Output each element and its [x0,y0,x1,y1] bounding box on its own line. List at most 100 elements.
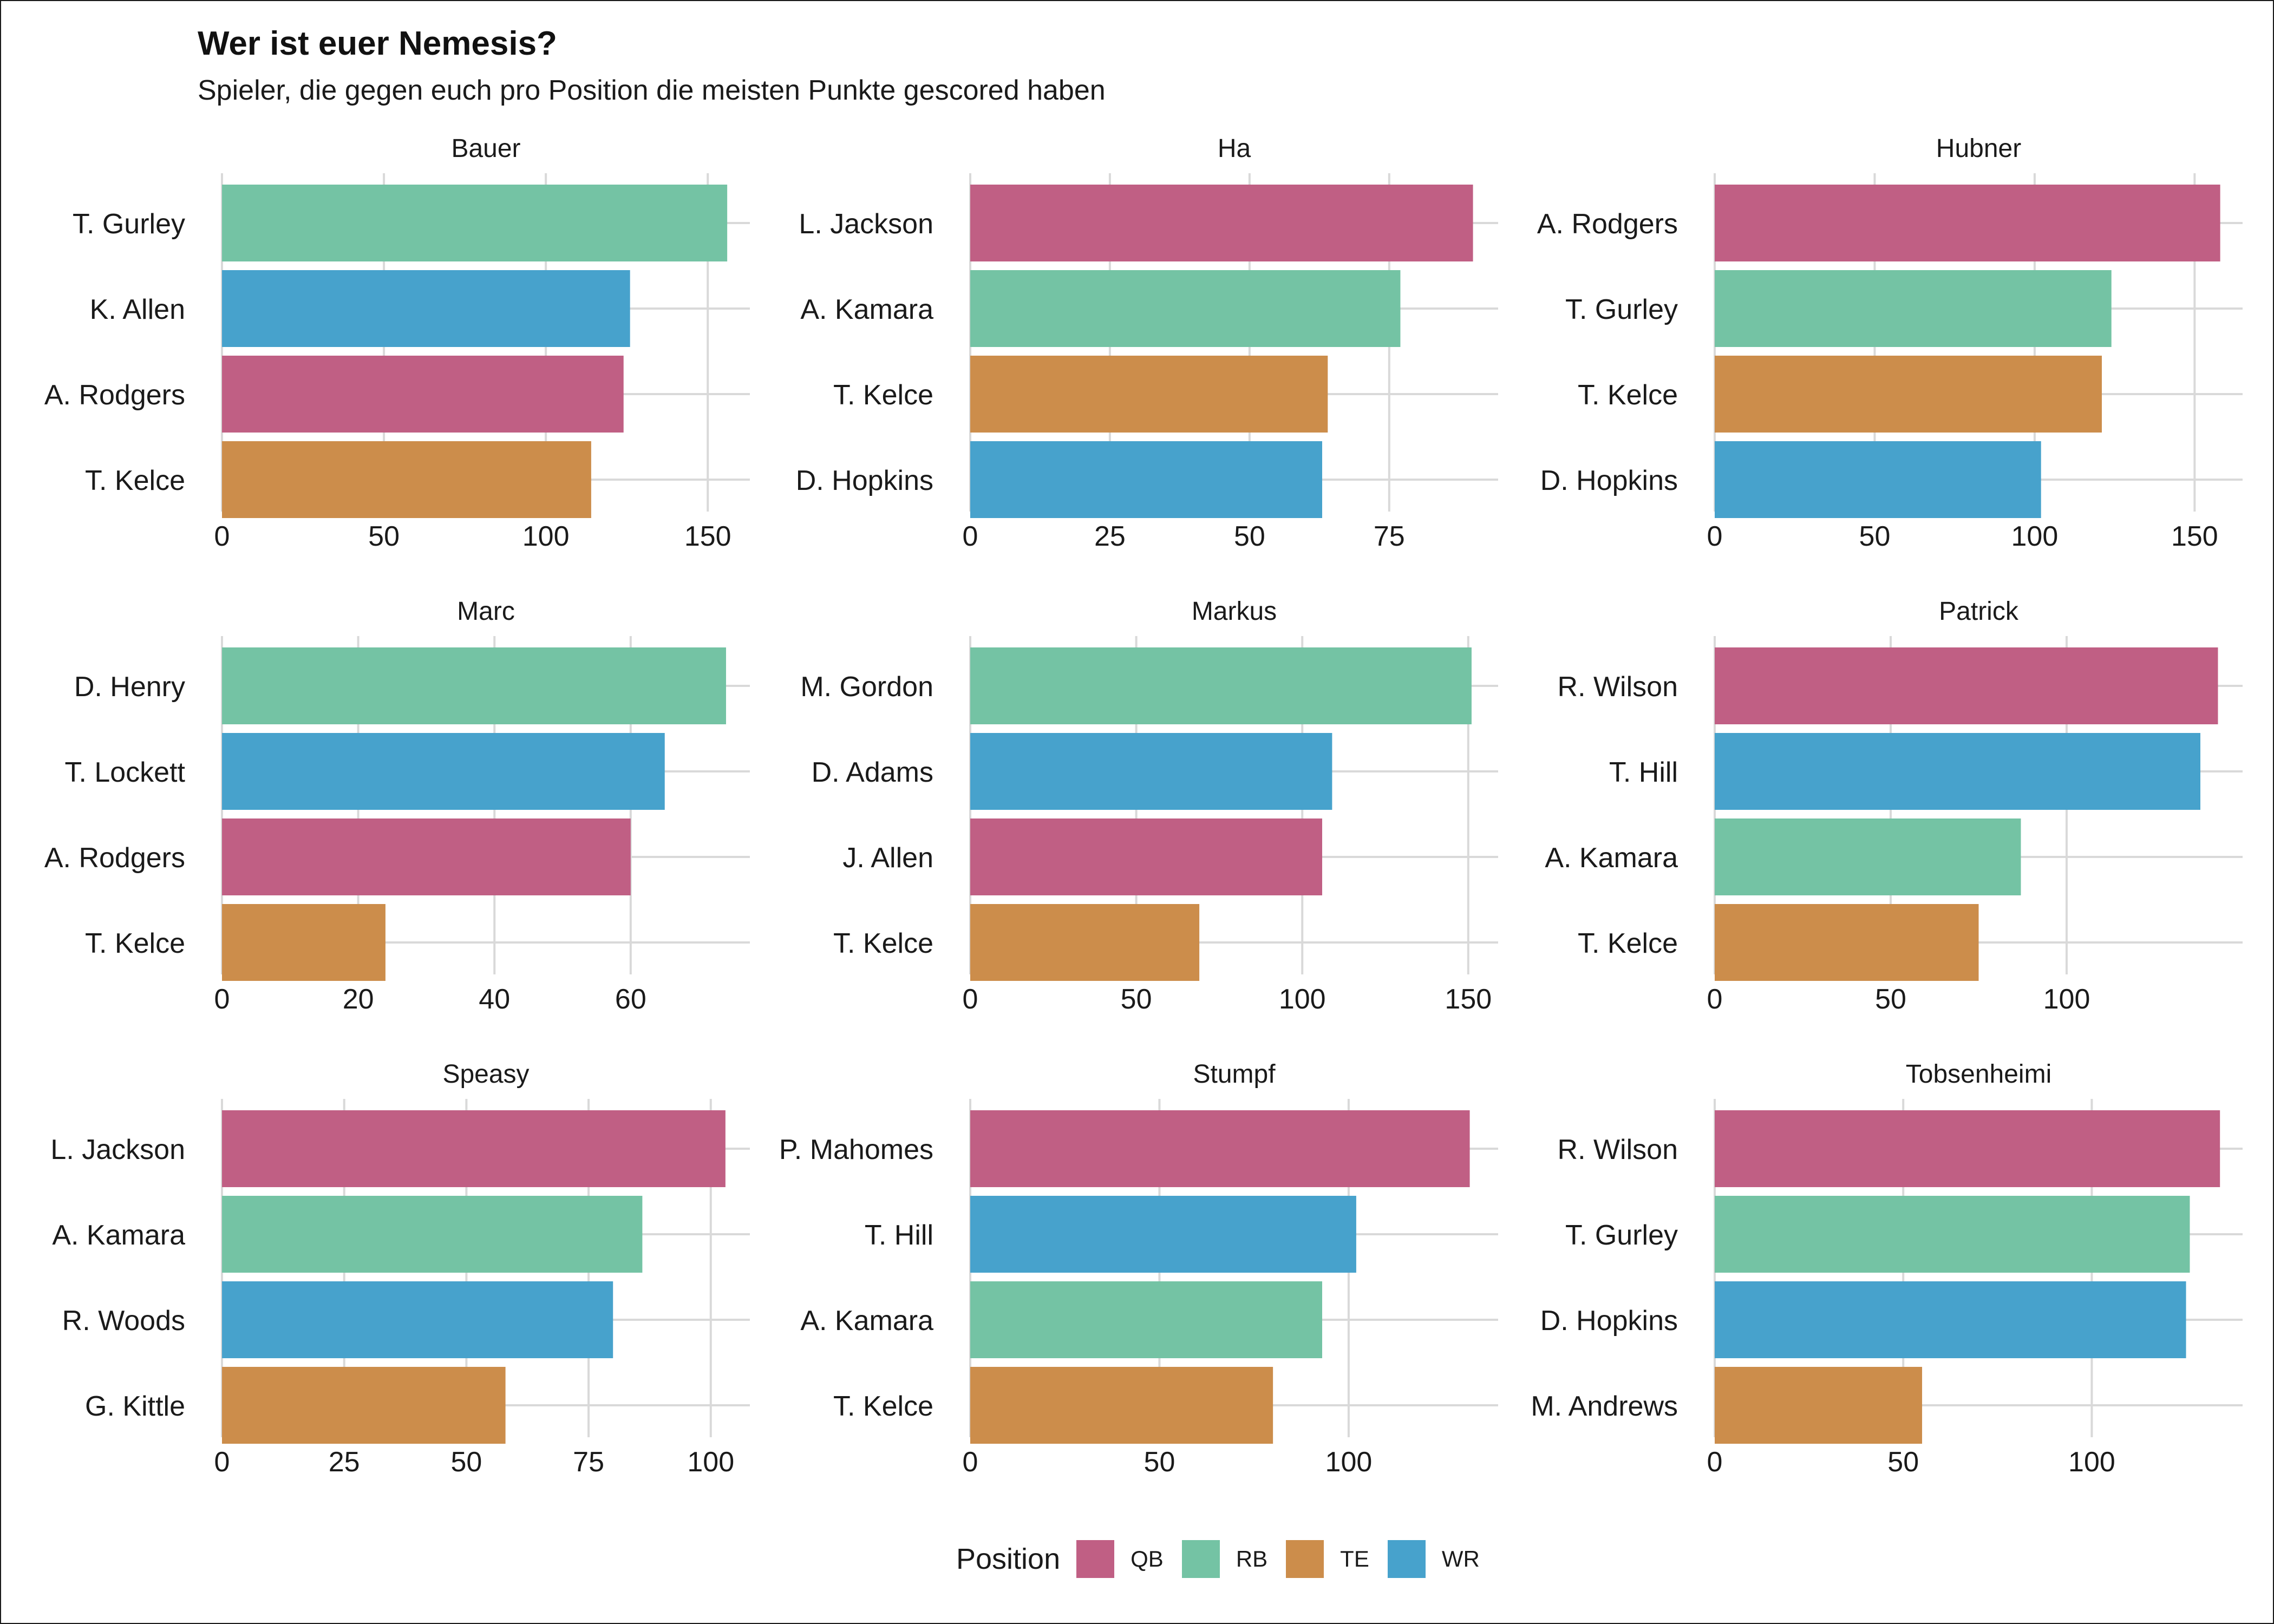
category-label: T. Kelce [1578,928,1678,959]
category-label: J. Allen [842,842,933,874]
category-label: M. Andrews [1531,1391,1678,1422]
bar [970,441,1322,518]
category-label: D. Adams [812,757,933,788]
category-label: A. Kamara [800,1305,933,1337]
bar [970,270,1401,347]
category-label: L. Jackson [50,1134,185,1165]
bar [1715,441,2041,518]
bar [222,647,726,724]
legend-swatch [1286,1540,1324,1578]
category-label: T. Gurley [1565,1220,1678,1251]
facet-panel: Ha L. Jackson A. Kamara T. Kelce D. Hopkins 0… [796,134,1498,552]
bar [222,818,631,895]
facet-label: Marc [457,597,515,626]
x-tick-label: 60 [615,984,646,1015]
x-tick-label: 75 [573,1446,604,1478]
category-label: A. Kamara [1545,842,1678,874]
bar [1715,1110,2220,1187]
bar [222,270,630,347]
x-tick-label: 100 [1325,1446,1373,1478]
category-label: A. Rodgers [44,842,185,874]
x-tick-label: 0 [214,1446,230,1478]
x-tick-label: 50 [450,1446,482,1478]
legend-swatch [1076,1540,1115,1578]
bar [222,1110,726,1187]
category-label: L. Jackson [799,208,933,240]
category-label: T. Hill [1609,757,1678,788]
x-tick-label: 50 [1875,984,1906,1015]
legend-swatch [1387,1540,1426,1578]
category-label: T. Kelce [85,465,185,496]
x-tick-label: 0 [1707,984,1723,1015]
facet-panel: Bauer T. Gurley K. Allen A. Rodgers T. Kelce… [44,134,750,552]
category-label: P. Mahomes [779,1134,933,1165]
category-label: D. Hopkins [796,465,933,496]
bar [1715,1281,2186,1358]
x-tick-label: 50 [1859,521,1891,552]
facet-panel: Markus M. Gordon D. Adams J. Allen T. Kelce 0… [800,597,1498,1015]
bar [222,904,385,981]
bar [222,733,665,810]
facet-panel: Marc D. Henry T. Lockett A. Rodgers T. Kelce… [44,597,750,1015]
x-tick-label: 25 [1094,521,1126,552]
facet-panel: Hubner A. Rodgers T. Gurley T. Kelce D. Hopk… [1537,134,2243,552]
chart-title: Wer ist euer Nemesis? [198,25,557,62]
bar [222,1367,506,1444]
bar [222,185,728,261]
bar [222,1196,643,1273]
category-label: T. Kelce [833,379,933,411]
category-label: T. Gurley [1565,294,1678,325]
bar [1715,733,2200,810]
category-label: T. Kelce [833,1391,933,1422]
x-tick-label: 100 [2068,1446,2115,1478]
x-tick-label: 100 [2043,984,2090,1015]
x-tick-label: 0 [963,1446,978,1478]
legend-item: TE [1286,1540,1369,1578]
bar [1715,647,2218,724]
bar [970,1196,1356,1273]
bar [970,904,1200,981]
x-tick-label: 40 [479,984,510,1015]
x-tick-label: 75 [1374,521,1405,552]
category-label: D. Hopkins [1540,1305,1678,1337]
bar [1715,1196,2190,1273]
facet-panel: Speasy L. Jackson A. Kamara R. Woods G. Kitt… [50,1060,750,1478]
x-tick-label: 0 [1707,521,1723,552]
facet-label: Hubner [1936,134,2021,163]
facet-panel: Stumpf P. Mahomes T. Hill A. Kamara T. Kelce… [779,1060,1498,1478]
x-tick-label: 150 [1445,984,1492,1015]
category-label: D. Hopkins [1540,465,1678,496]
category-label: A. Rodgers [44,379,185,411]
category-label: A. Kamara [52,1220,185,1251]
category-label: G. Kittle [85,1391,185,1422]
category-label: A. Kamara [800,294,933,325]
category-label: M. Gordon [800,671,933,703]
category-label: A. Rodgers [1537,208,1678,240]
category-label: T. Kelce [833,928,933,959]
category-label: R. Woods [62,1305,185,1337]
bar [1715,818,2021,895]
bar [970,356,1328,433]
bar [1715,270,2112,347]
x-tick-label: 0 [963,984,978,1015]
facet-label: Patrick [1939,597,2019,626]
bar [1715,1367,1923,1444]
bar [970,1110,1470,1187]
bar [970,185,1473,261]
category-label: T. Kelce [1578,379,1678,411]
legend-item: RB [1181,1540,1267,1578]
bar [222,441,591,518]
x-tick-label: 0 [1707,1446,1723,1478]
x-tick-label: 50 [1234,521,1265,552]
facet-panel: Tobsenheimi R. Wilson T. Gurley D. Hopkins M… [1531,1060,2243,1478]
x-tick-label: 0 [963,521,978,552]
legend-label: WR [1441,1546,1480,1571]
legend-label: QB [1131,1546,1164,1571]
facet-panel: Patrick R. Wilson T. Hill A. Kamara T. Kelce… [1545,597,2243,1015]
legend-item: QB [1076,1540,1164,1578]
facet-label: Ha [1218,134,1251,163]
category-label: D. Henry [74,671,185,703]
x-tick-label: 150 [2171,521,2218,552]
bar [970,1367,1273,1444]
bar [1715,185,2220,261]
